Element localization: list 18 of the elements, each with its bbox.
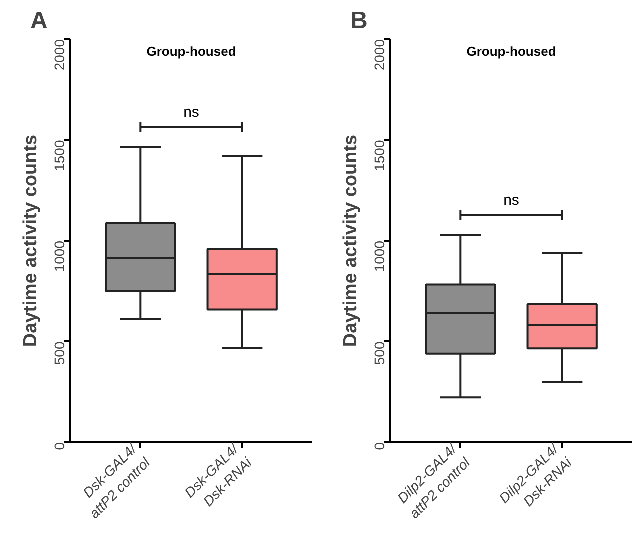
y-tick-label: 1500 xyxy=(372,140,388,172)
y-tick-label: 1500 xyxy=(52,140,68,172)
y-tick-label: 500 xyxy=(52,342,68,366)
y-tick-label: 2000 xyxy=(372,39,388,71)
y-tick-label: 2000 xyxy=(52,39,68,71)
y-axis-title: Daytime activity counts xyxy=(340,134,362,348)
y-tick-label: 0 xyxy=(52,442,68,450)
chart-title: A xyxy=(30,8,48,34)
chart-subtitle: Group-housed xyxy=(146,44,236,60)
chart-subtitle: Group-housed xyxy=(466,44,556,60)
y-tick-label: 500 xyxy=(372,342,388,366)
y-tick-label: 0 xyxy=(372,442,388,450)
annotation: ns xyxy=(504,192,520,210)
chart-title: B xyxy=(350,8,368,34)
y-tick-label: 1000 xyxy=(372,240,388,272)
y-tick-label: 1000 xyxy=(52,240,68,272)
annotation: ns xyxy=(184,104,200,122)
y-axis-title: Daytime activity counts xyxy=(20,134,42,348)
